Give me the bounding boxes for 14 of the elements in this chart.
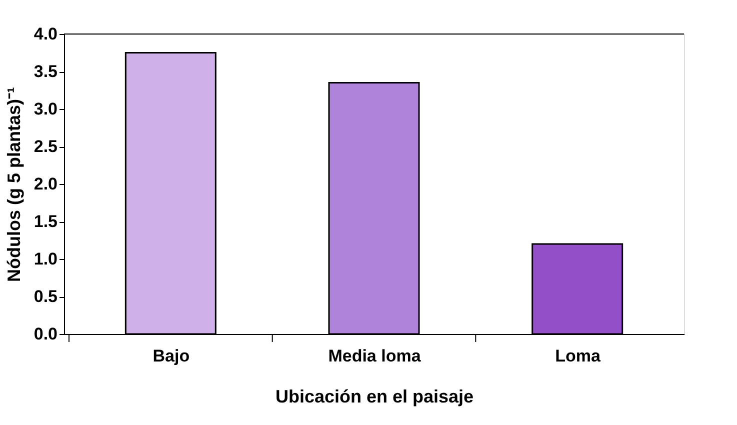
- y-tick-label: 2.5: [34, 137, 58, 156]
- y-tick-label: 2.0: [34, 174, 58, 194]
- y-tick-label: 1.5: [34, 212, 58, 231]
- y-tick-label: 3.5: [34, 62, 58, 81]
- y-axis-title: Nódulos (g 5 plantas)⁻¹: [4, 86, 24, 282]
- y-tick-label: 0.5: [34, 287, 58, 306]
- x-tick-label: Media loma: [328, 346, 422, 366]
- x-tick-label: Loma: [555, 346, 602, 366]
- x-axis-title: Ubicación en el paisaje: [275, 386, 474, 406]
- y-tick-label: 0.0: [34, 324, 58, 344]
- y-tick-label: 3.0: [34, 100, 58, 118]
- y-tick-label: 4.0: [34, 24, 58, 44]
- y-tick-label: 1.0: [34, 250, 58, 268]
- x-tick-label: Bajo: [152, 346, 190, 366]
